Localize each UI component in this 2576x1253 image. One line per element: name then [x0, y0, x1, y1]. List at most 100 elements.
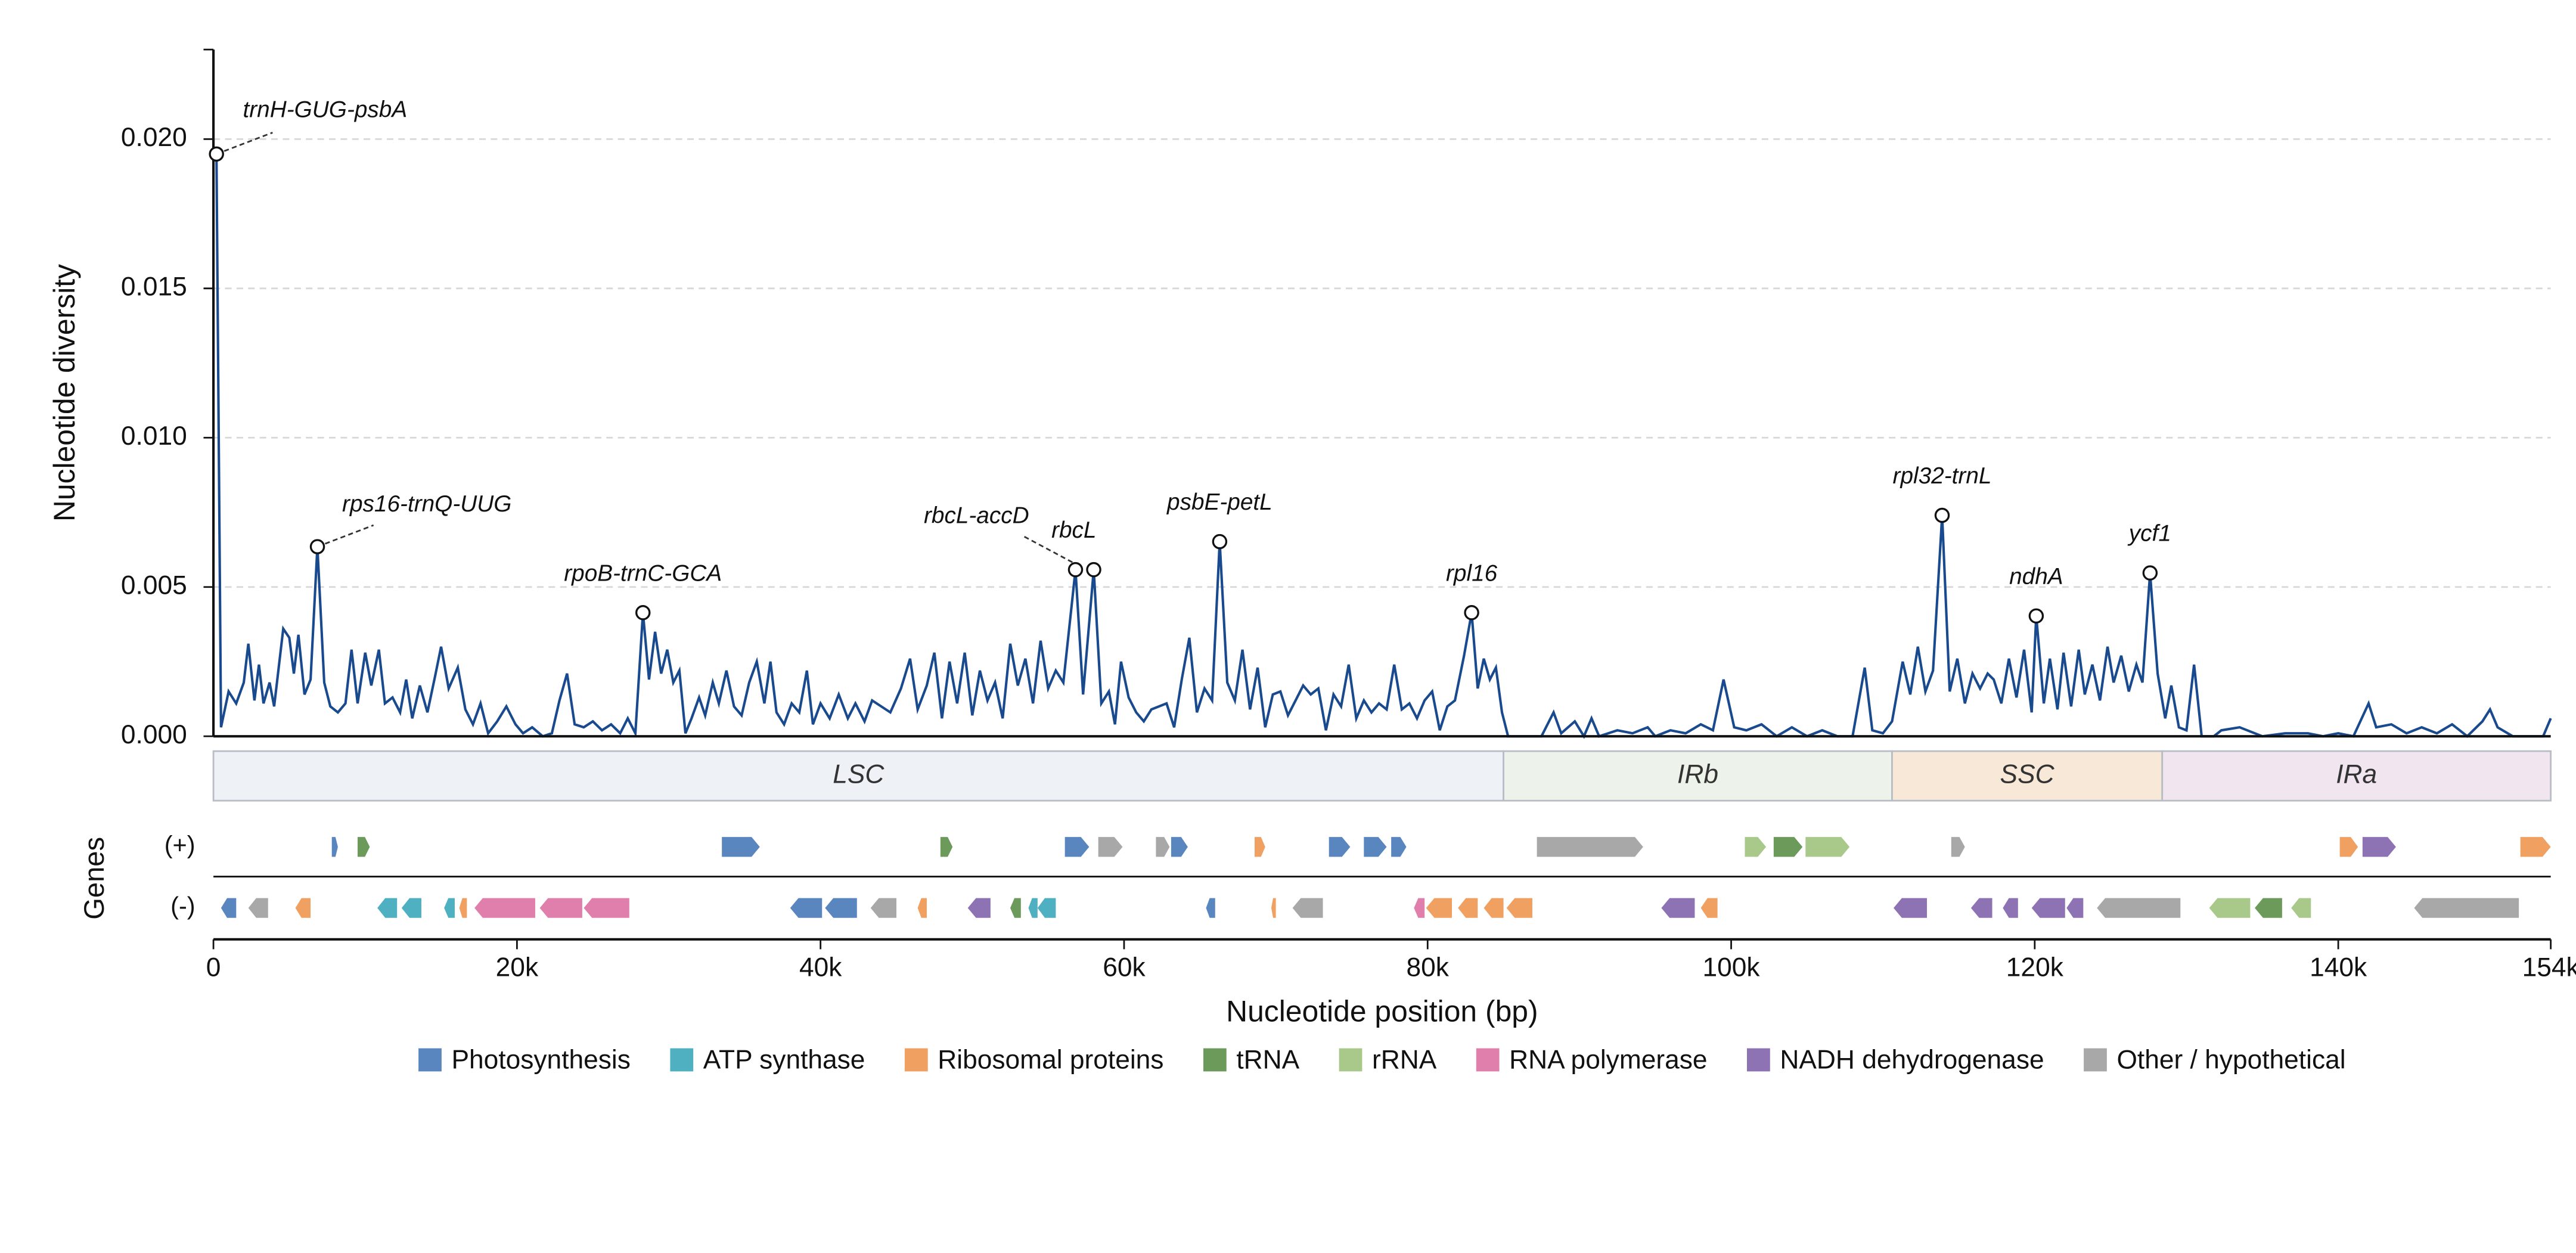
region-bar — [1891, 750, 2164, 802]
gene — [1156, 837, 1170, 857]
y-tick-label: 0.015 — [121, 272, 187, 302]
gene — [1254, 837, 1265, 857]
gene — [825, 898, 857, 918]
y-tick-label: 0.005 — [121, 570, 187, 600]
legend-swatch — [904, 1048, 928, 1072]
gene — [940, 837, 953, 857]
x-tick-label: 80k — [1407, 953, 1450, 982]
legend-label: RNA polymerase — [1509, 1045, 1707, 1074]
annotation-marker — [1464, 605, 1479, 621]
annotation-marker — [209, 146, 224, 162]
x-axis-label: Nucleotide position (bp) — [1226, 995, 1538, 1028]
legend-swatch — [1746, 1048, 1770, 1072]
gene — [1037, 898, 1056, 918]
gene — [1329, 837, 1351, 857]
x-tick-label: 120k — [2006, 953, 2064, 982]
gene — [584, 898, 629, 918]
gene — [2414, 898, 2519, 918]
gene — [474, 898, 535, 918]
annotation-marker — [635, 605, 651, 621]
annotation-marker — [2028, 608, 2044, 624]
annotation-marker — [1934, 507, 1950, 523]
gene — [917, 898, 927, 918]
annotation-marker — [2142, 565, 2158, 581]
annotation-label: trnH-GUG-psbA — [243, 97, 408, 123]
gene — [539, 898, 582, 918]
region-bar — [212, 750, 1504, 802]
annotation-leader — [1023, 536, 1075, 564]
gene — [1064, 837, 1090, 857]
gene — [2066, 898, 2084, 918]
x-tick-label: 40k — [799, 953, 842, 982]
annotation-label: ndhA — [2009, 564, 2063, 590]
legend-label: tRNA — [1236, 1045, 1299, 1074]
gene — [1745, 837, 1767, 857]
gene — [1700, 898, 1718, 918]
gene — [1970, 898, 1992, 918]
gene — [1483, 898, 1504, 918]
annotation-marker — [1086, 562, 1101, 578]
annotation-label: ycf1 — [2127, 521, 2171, 547]
gene — [2339, 837, 2358, 857]
annotation-marker — [1212, 534, 1228, 550]
legend-label: NADH dehydrogenase — [1780, 1045, 2044, 1074]
gene — [459, 898, 467, 918]
gene — [870, 898, 896, 918]
legend-label: Other / hypothetical — [2116, 1045, 2345, 1074]
gene — [2520, 837, 2551, 857]
annotation-label: rbcL-accD — [924, 503, 1029, 528]
gene — [1206, 898, 1215, 918]
annotation-label: psbE-petL — [1166, 489, 1273, 515]
y-tick-label: 0.020 — [121, 123, 187, 152]
gene — [1391, 837, 1407, 857]
gene — [221, 898, 237, 918]
annotation-label: rpl16 — [1446, 560, 1498, 586]
gene — [444, 898, 455, 918]
track-title: Genes — [78, 837, 110, 920]
gene — [2209, 898, 2251, 918]
annotation-label: rbcL — [1051, 517, 1096, 543]
legend-swatch — [1339, 1048, 1363, 1072]
legend-swatch — [670, 1048, 694, 1072]
y-tick-label: 0.010 — [121, 421, 187, 451]
y-tick-label: 0.000 — [121, 720, 187, 749]
legend-swatch — [1203, 1048, 1227, 1072]
annotation-marker — [1067, 562, 1084, 578]
gene — [1098, 837, 1123, 857]
annotation-label: rpl32-trnL — [1893, 463, 1992, 489]
gene — [1010, 898, 1021, 918]
annotation-label: rpoB-trnC-GCA — [564, 560, 722, 586]
gene — [1292, 898, 1323, 918]
legend-label: rRNA — [1372, 1045, 1437, 1074]
x-tick-label: 60k — [1103, 953, 1146, 982]
x-tick-label: 140k — [2310, 953, 2367, 982]
gene — [1271, 898, 1276, 918]
gene — [1661, 898, 1695, 918]
region-label: SSC — [2000, 759, 2055, 789]
gene — [967, 898, 991, 918]
gene — [2362, 837, 2396, 857]
gene — [377, 898, 398, 918]
x-tick-label: 154k — [2522, 953, 2576, 982]
gene — [1171, 837, 1188, 857]
gene — [2097, 898, 2181, 918]
annotation-label: rps16-trnQ-UUG — [342, 491, 511, 517]
gene — [1458, 898, 1478, 918]
gene — [1805, 837, 1850, 857]
gene — [1414, 898, 1425, 918]
region-label: IRb — [1677, 759, 1718, 789]
region-label: IRa — [2336, 759, 2377, 789]
region-bar — [1503, 750, 1893, 802]
gene — [1773, 837, 1803, 857]
x-tick-label: 100k — [1703, 953, 1761, 982]
track-label: (-) — [170, 892, 195, 920]
gene — [401, 898, 421, 918]
gene — [2255, 898, 2282, 918]
gene — [2003, 898, 2018, 918]
gene — [1364, 837, 1387, 857]
gene — [1426, 898, 1452, 918]
legend-swatch — [2084, 1048, 2107, 1072]
legend-label: Ribosomal proteins — [938, 1045, 1163, 1074]
